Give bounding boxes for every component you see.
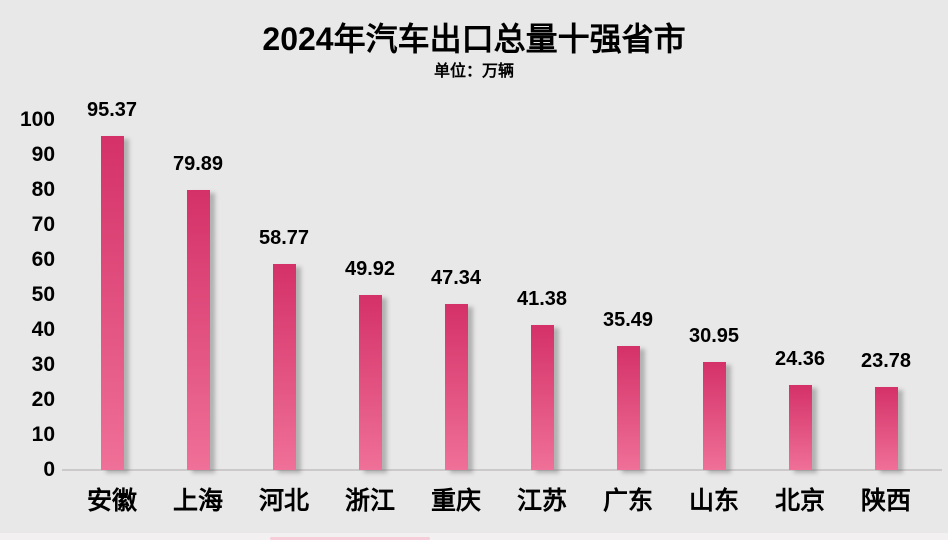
x-category-label: 上海 — [172, 487, 223, 515]
bar-group: 24.36 — [757, 120, 843, 470]
x-category-label: 河北 — [258, 487, 309, 515]
bar-group: 95.37 — [69, 99, 155, 470]
x-category-label: 北京 — [774, 487, 825, 515]
chart-unit-label: 单位：万辆 — [433, 63, 514, 80]
y-tick-label: 60 — [31, 248, 55, 271]
bar-value-label: 41.38 — [516, 288, 568, 311]
bar-value-label: 30.95 — [688, 324, 740, 347]
x-category-label: 重庆 — [430, 487, 481, 515]
bar — [530, 325, 554, 470]
y-tick-label: 80 — [31, 178, 55, 201]
chart-title: 2024年汽车出口总量十强省市 — [262, 21, 686, 57]
x-category-label: 浙江 — [344, 487, 395, 515]
y-tick-label: 50 — [31, 283, 55, 306]
bar — [788, 384, 812, 470]
bar-value-label: 24.36 — [774, 347, 826, 370]
bar-group: 47.34 — [413, 120, 499, 470]
y-tick-label: 40 — [31, 318, 55, 341]
x-axis-line — [62, 469, 942, 471]
bar-group: 30.95 — [671, 120, 757, 470]
bar-value-label: 58.77 — [258, 227, 310, 250]
bar-value-label: 79.89 — [172, 153, 224, 176]
x-category-label: 江苏 — [516, 487, 567, 515]
x-category-label: 安徽 — [86, 487, 137, 515]
bar-value-label: 23.78 — [860, 349, 912, 372]
bar-value-label: 35.49 — [602, 308, 654, 331]
bar-group: 35.49 — [585, 120, 671, 470]
bar — [100, 136, 124, 470]
y-tick-label: 20 — [31, 388, 55, 411]
y-tick-label: 10 — [31, 423, 55, 446]
bars-row: 95.37 79.89 58.77 49.92 47.34 41.38 35.49 30.95… — [69, 99, 929, 470]
x-category-label: 陕西 — [860, 487, 911, 515]
bar-group: 58.77 — [241, 120, 327, 470]
bar — [358, 295, 382, 470]
bar-group: 23.78 — [843, 120, 929, 470]
bar — [186, 190, 210, 470]
bar-value-label: 49.92 — [344, 258, 396, 281]
y-tick-label: 30 — [31, 353, 55, 376]
bar-group: 41.38 — [499, 120, 585, 470]
bar — [272, 264, 296, 470]
category-axis: 安徽 上海 河北 浙江 重庆 江苏 广东 山东 北京 陕西 — [69, 485, 929, 517]
y-tick-label: 100 — [19, 108, 55, 131]
bar-group: 49.92 — [327, 120, 413, 470]
bar-group: 79.89 — [155, 120, 241, 470]
bottom-strip — [0, 533, 948, 540]
x-category-label: 山东 — [688, 487, 739, 515]
bar-value-label: 95.37 — [86, 99, 138, 122]
y-tick-label: 70 — [31, 213, 55, 236]
bar — [444, 304, 468, 470]
bar — [874, 386, 898, 470]
bar — [616, 345, 640, 470]
y-tick-label: 90 — [31, 143, 55, 166]
bar — [702, 361, 726, 470]
bottom-artifact — [270, 537, 430, 540]
y-axis: 0 10 20 30 40 50 60 70 80 90 100 — [0, 0, 55, 540]
bar-value-label: 47.34 — [430, 267, 482, 290]
y-tick-label: 0 — [43, 458, 55, 481]
x-category-label: 广东 — [602, 487, 653, 515]
